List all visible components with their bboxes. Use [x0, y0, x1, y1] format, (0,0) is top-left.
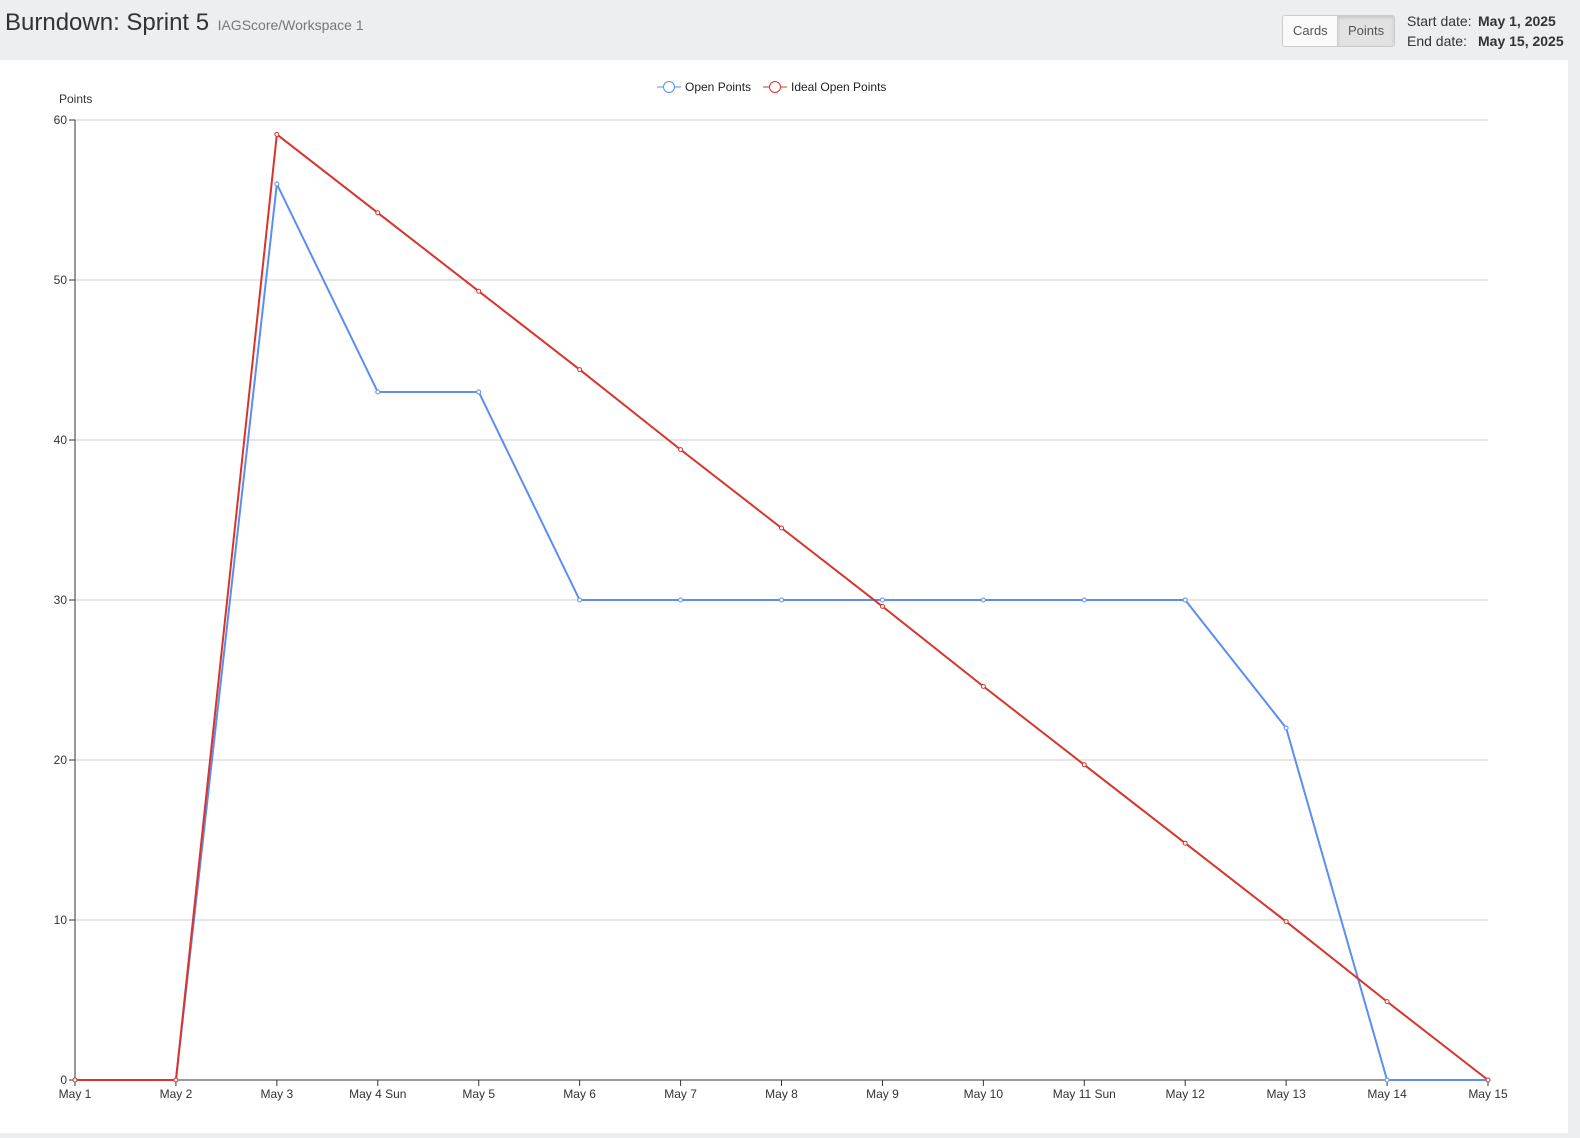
data-point[interactable] — [980, 597, 986, 603]
start-date-value: May 1, 2025 — [1478, 13, 1556, 29]
points-button[interactable]: Points — [1338, 16, 1394, 46]
x-tick-label: May 5 — [462, 1087, 495, 1101]
data-point[interactable] — [577, 367, 583, 373]
x-tick-label: May 14 — [1367, 1087, 1407, 1101]
data-point[interactable] — [1081, 762, 1087, 768]
data-point[interactable] — [577, 597, 583, 603]
data-point[interactable] — [375, 210, 381, 216]
legend-label: Open Points — [685, 80, 751, 94]
data-point[interactable] — [678, 447, 684, 453]
x-tick-label: May 9 — [866, 1087, 899, 1101]
series-line — [75, 132, 1489, 1081]
data-point[interactable] — [1384, 999, 1390, 1005]
x-tick-label: May 15 — [1468, 1087, 1508, 1101]
x-tick-label: May 6 — [563, 1087, 596, 1101]
series-line — [75, 180, 1488, 1081]
legend-label: Ideal Open Points — [791, 80, 886, 94]
data-point[interactable] — [1182, 840, 1188, 846]
x-tick-label: May 10 — [964, 1087, 1004, 1101]
data-point[interactable] — [1283, 919, 1289, 925]
chart-series — [72, 131, 1491, 1083]
legend-item[interactable]: Ideal Open Points — [763, 80, 886, 94]
end-date-label: End date: — [1407, 33, 1467, 49]
page-title: Burndown: Sprint 5 — [5, 9, 210, 36]
data-point[interactable] — [1081, 597, 1087, 603]
data-point[interactable] — [274, 181, 280, 187]
x-tick-label: May 13 — [1266, 1087, 1306, 1101]
start-date-row: Start date: May 1, 2025 — [1407, 11, 1564, 31]
x-axis-ticks: May 1 May 2 May 3 May 4 Sun May 5 May 6 May 7 M… — [59, 1080, 1508, 1101]
data-point[interactable] — [980, 683, 986, 689]
series-open-points — [72, 180, 1491, 1083]
x-tick-label: May 1 — [59, 1087, 92, 1101]
x-tick-label: May 4 Sun — [349, 1087, 406, 1101]
series-ideal-open-points — [72, 131, 1491, 1083]
data-point[interactable] — [274, 131, 280, 137]
y-tick-label: 0 — [60, 1073, 67, 1087]
data-point[interactable] — [879, 597, 885, 603]
y-tick-label: 20 — [54, 753, 68, 767]
data-point[interactable] — [678, 597, 684, 603]
y-tick-label: 60 — [54, 113, 68, 127]
legend-marker — [769, 81, 781, 93]
x-tick-label: May 2 — [160, 1087, 193, 1101]
grid-lines — [75, 119, 1488, 921]
y-tick-label: 30 — [54, 593, 68, 607]
page-header: Burndown: Sprint 5 IAGScore/Workspace 1 … — [0, 0, 1580, 60]
data-point[interactable] — [1485, 1077, 1491, 1083]
data-point[interactable] — [476, 288, 482, 294]
end-date-value: May 15, 2025 — [1478, 33, 1564, 49]
cards-button[interactable]: Cards — [1283, 16, 1338, 46]
data-point[interactable] — [375, 389, 381, 395]
cards-points-toggle: Cards Points — [1282, 15, 1395, 47]
x-tick-label: May 8 — [765, 1087, 798, 1101]
data-point[interactable] — [779, 525, 784, 531]
x-tick-label: May 11 Sun — [1053, 1087, 1116, 1101]
data-point[interactable] — [779, 597, 784, 603]
x-tick-label: May 12 — [1166, 1087, 1206, 1101]
data-point[interactable] — [1283, 725, 1289, 731]
end-date-row: End date: May 15, 2025 — [1407, 31, 1564, 51]
y-axis-label: Points — [59, 92, 92, 106]
y-tick-label: 10 — [54, 913, 68, 927]
data-point[interactable] — [173, 1077, 179, 1083]
data-point[interactable] — [1182, 597, 1188, 603]
burndown-chart: Open Points Ideal Open Points Points 0 10 2… — [54, 80, 1508, 1101]
y-tick-label: 50 — [54, 273, 68, 287]
breadcrumb[interactable]: IAGScore/Workspace 1 — [217, 17, 364, 33]
x-tick-label: May 3 — [261, 1087, 294, 1101]
legend-item[interactable]: Open Points — [657, 80, 751, 94]
chart-legend: Open Points Ideal Open Points — [657, 80, 886, 94]
y-tick-label: 40 — [54, 433, 68, 447]
sprint-dates: Start date: May 1, 2025 End date: May 15… — [1407, 11, 1564, 51]
legend-marker — [663, 81, 675, 93]
data-point[interactable] — [1384, 1077, 1390, 1083]
title-block: Burndown: Sprint 5 IAGScore/Workspace 1 — [5, 9, 364, 37]
data-point[interactable] — [476, 389, 482, 395]
y-axis-ticks: 0 10 20 30 40 50 60 — [54, 113, 75, 1087]
data-point[interactable] — [72, 1077, 78, 1083]
start-date-label: Start date: — [1407, 13, 1472, 29]
chart-area: Open Points Ideal Open Points Points 0 10 2… — [0, 60, 1568, 1133]
x-tick-label: May 7 — [664, 1087, 697, 1101]
data-point[interactable] — [879, 603, 885, 609]
